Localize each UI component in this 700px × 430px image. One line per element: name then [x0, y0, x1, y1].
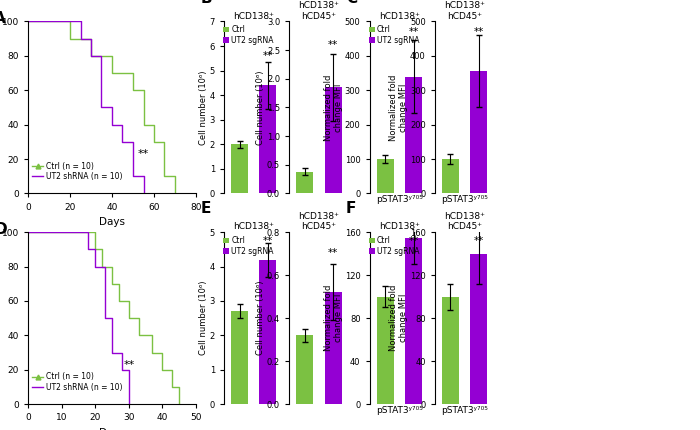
Title: hCD138⁺: hCD138⁺	[379, 12, 420, 21]
Legend: Ctrl (n = 10), UT2 shRNA (n = 10): Ctrl (n = 10), UT2 shRNA (n = 10)	[32, 372, 122, 392]
Text: **: **	[473, 236, 484, 246]
Y-axis label: Normalized fold
change MFI: Normalized fold change MFI	[324, 74, 343, 141]
Bar	[377, 297, 393, 404]
Y-axis label: Normalized fold
change MFI: Normalized fold change MFI	[324, 285, 343, 351]
Y-axis label: Normalized fold
change MFI: Normalized fold change MFI	[389, 285, 408, 351]
Text: F: F	[346, 201, 356, 216]
Y-axis label: Cell number (10⁶): Cell number (10⁶)	[256, 70, 265, 145]
Bar	[442, 159, 458, 194]
Title: hCD138⁺
hCD45⁺: hCD138⁺ hCD45⁺	[298, 212, 340, 231]
Title: hCD138⁺: hCD138⁺	[233, 222, 274, 231]
X-axis label: pSTAT3ʸ⁷⁰⁵: pSTAT3ʸ⁷⁰⁵	[441, 405, 488, 415]
Bar	[231, 144, 248, 194]
Text: B: B	[200, 0, 212, 6]
Bar	[325, 292, 342, 404]
Bar	[296, 335, 313, 404]
Text: C: C	[346, 0, 357, 6]
Bar	[231, 311, 248, 404]
Bar	[470, 254, 487, 404]
X-axis label: pSTAT3ʸ⁷⁰⁵: pSTAT3ʸ⁷⁰⁵	[376, 195, 423, 204]
Text: **: **	[138, 149, 149, 159]
Text: E: E	[200, 201, 211, 216]
Legend: Ctrl, UT2 sgRNA: Ctrl, UT2 sgRNA	[223, 236, 274, 255]
X-axis label: pSTAT3ʸ⁷⁰⁵: pSTAT3ʸ⁷⁰⁵	[441, 195, 488, 204]
Text: **: **	[262, 236, 273, 246]
Bar	[260, 260, 276, 404]
Title: hCD138⁺
hCD45⁺: hCD138⁺ hCD45⁺	[298, 1, 340, 21]
Text: **: **	[408, 236, 419, 246]
Legend: Ctrl (n = 10), UT2 shRNA (n = 10): Ctrl (n = 10), UT2 shRNA (n = 10)	[32, 162, 122, 181]
Bar	[470, 71, 487, 194]
Legend: Ctrl, UT2 sgRNA: Ctrl, UT2 sgRNA	[223, 25, 274, 45]
Bar	[325, 87, 342, 194]
Title: hCD138⁺: hCD138⁺	[379, 222, 420, 231]
X-axis label: pSTAT3ʸ⁷⁰⁵: pSTAT3ʸ⁷⁰⁵	[376, 405, 423, 415]
Text: **: **	[123, 360, 134, 370]
Bar	[296, 172, 313, 194]
Y-axis label: Cell number (10⁶): Cell number (10⁶)	[199, 70, 208, 145]
Text: **: **	[473, 27, 484, 37]
Title: hCD138⁺
hCD45⁺: hCD138⁺ hCD45⁺	[444, 1, 485, 21]
Text: A: A	[0, 11, 6, 26]
Bar	[405, 77, 422, 194]
Bar	[442, 297, 458, 404]
Title: hCD138⁺: hCD138⁺	[233, 12, 274, 21]
Text: **: **	[262, 51, 273, 61]
X-axis label: Days: Days	[99, 428, 125, 430]
Title: hCD138⁺
hCD45⁺: hCD138⁺ hCD45⁺	[444, 212, 485, 231]
Y-axis label: Cell number (10⁶): Cell number (10⁶)	[256, 281, 265, 356]
Legend: Ctrl, UT2 sgRNA: Ctrl, UT2 sgRNA	[369, 25, 419, 45]
Text: **: **	[328, 248, 338, 258]
Y-axis label: Cell number (10⁶): Cell number (10⁶)	[199, 281, 208, 356]
Bar	[377, 159, 393, 194]
Legend: Ctrl, UT2 sgRNA: Ctrl, UT2 sgRNA	[369, 236, 419, 255]
Bar	[260, 86, 276, 194]
Text: **: **	[328, 40, 338, 50]
Bar	[405, 237, 422, 404]
Y-axis label: Normalized fold
change MFI: Normalized fold change MFI	[389, 74, 408, 141]
Text: **: **	[408, 27, 419, 37]
X-axis label: Days: Days	[99, 217, 125, 227]
Text: D: D	[0, 222, 7, 237]
